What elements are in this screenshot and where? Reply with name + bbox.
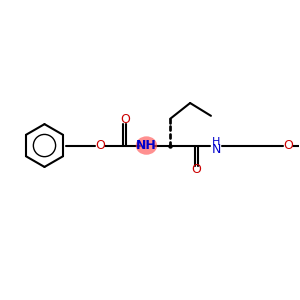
Text: O: O	[191, 163, 201, 176]
Text: NH: NH	[136, 139, 157, 152]
Text: O: O	[283, 139, 293, 152]
Text: H: H	[212, 137, 220, 147]
Ellipse shape	[136, 136, 157, 155]
Text: O: O	[95, 139, 105, 152]
Text: N: N	[211, 143, 221, 156]
Text: O: O	[120, 113, 130, 126]
